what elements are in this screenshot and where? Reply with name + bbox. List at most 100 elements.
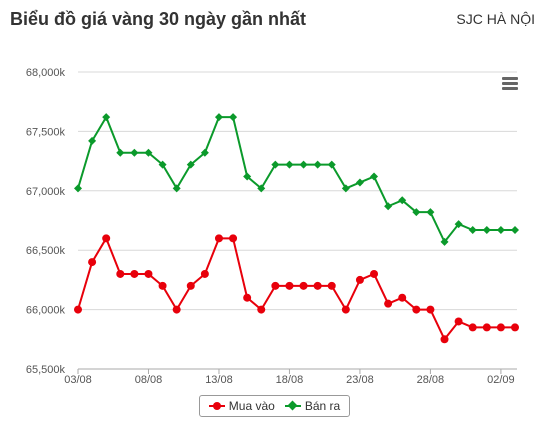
data-point[interactable] (74, 305, 82, 314)
data-point[interactable] (482, 226, 491, 235)
data-point[interactable] (299, 160, 308, 169)
y-tick-label: 65,500k (26, 364, 66, 376)
data-point[interactable] (496, 323, 505, 332)
data-point[interactable] (468, 226, 477, 235)
series-line (77, 116, 515, 243)
legend-label-ban-ra: Bán ra (304, 399, 341, 413)
series-line (77, 237, 515, 341)
legend-swatch-mua-vao (208, 401, 225, 411)
data-point[interactable] (384, 299, 393, 308)
x-tick-label: 23/08 (346, 374, 374, 386)
series-mua-vao (74, 234, 519, 344)
data-point[interactable] (482, 323, 491, 332)
data-point[interactable] (158, 160, 167, 169)
data-point[interactable] (440, 335, 449, 344)
data-point[interactable] (229, 234, 238, 243)
data-point[interactable] (355, 178, 364, 187)
chart-title: Biểu đồ giá vàng 30 ngày gần nhất (10, 9, 307, 29)
axes (77, 368, 517, 374)
chart-legend: Mua vào Bán ra (199, 395, 350, 417)
data-point[interactable] (144, 148, 153, 157)
data-point[interactable] (384, 202, 393, 211)
data-point[interactable] (313, 160, 322, 169)
data-point[interactable] (327, 160, 336, 169)
data-point[interactable] (130, 269, 139, 278)
data-point[interactable] (88, 136, 97, 145)
data-point[interactable] (511, 323, 519, 332)
location-label: SJC HÀ NỘI (456, 11, 535, 27)
data-point[interactable] (299, 281, 308, 290)
series-ban-ra (74, 113, 519, 246)
data-point[interactable] (130, 148, 139, 157)
data-point[interactable] (172, 184, 181, 193)
data-point[interactable] (172, 305, 181, 314)
data-point[interactable] (116, 148, 125, 157)
data-point[interactable] (454, 317, 463, 326)
data-point[interactable] (144, 269, 153, 278)
data-point[interactable] (454, 220, 463, 229)
data-point[interactable] (74, 184, 82, 193)
data-point[interactable] (285, 160, 294, 169)
data-point[interactable] (496, 226, 505, 235)
data-point[interactable] (214, 234, 223, 243)
data-point[interactable] (243, 172, 252, 181)
data-point[interactable] (440, 237, 449, 246)
x-axis-labels: 03/08 08/08 13/08 18/08 23/08 28/08 02/09 (64, 374, 514, 386)
data-point[interactable] (412, 208, 421, 217)
data-point[interactable] (355, 275, 364, 284)
data-point[interactable] (370, 172, 379, 181)
x-tick-label: 13/08 (205, 374, 233, 386)
data-point[interactable] (285, 281, 294, 290)
menu-bar-bottom (502, 87, 518, 90)
data-point[interactable] (426, 208, 435, 217)
data-point[interactable] (243, 293, 252, 302)
data-point[interactable] (341, 184, 350, 193)
data-point[interactable] (102, 113, 111, 122)
data-point[interactable] (186, 281, 195, 290)
data-point[interactable] (200, 269, 209, 278)
y-tick-label: 66,000k (26, 305, 66, 317)
data-point[interactable] (468, 323, 477, 332)
y-axis-labels: 65,500k 66,000k 66,500k 67,000k 67,500k 68,00… (26, 67, 66, 376)
data-point[interactable] (186, 160, 195, 169)
data-point[interactable] (327, 281, 336, 290)
legend-item-ban-ra[interactable]: Bán ra (284, 399, 341, 413)
x-tick-label: 02/09 (487, 374, 515, 386)
grid-lines (78, 71, 517, 370)
data-point[interactable] (271, 281, 280, 290)
data-point[interactable] (313, 281, 322, 290)
x-tick-label: 03/08 (64, 374, 92, 386)
data-point[interactable] (370, 269, 379, 278)
y-tick-label: 67,500k (26, 126, 66, 138)
data-point[interactable] (398, 293, 407, 302)
data-point[interactable] (511, 226, 519, 235)
y-tick-label: 66,500k (26, 245, 66, 257)
y-tick-label: 67,000k (26, 186, 66, 198)
data-point[interactable] (412, 305, 421, 314)
menu-bar-middle (502, 82, 518, 85)
data-point[interactable] (158, 281, 167, 290)
chart-header: Biểu đồ giá vàng 30 ngày gần nhất SJC HÀ… (0, 0, 547, 44)
data-point[interactable] (214, 113, 223, 122)
data-point[interactable] (229, 113, 238, 122)
menu-bar-top (502, 77, 518, 80)
data-point[interactable] (200, 148, 209, 157)
x-tick-label: 18/08 (276, 374, 304, 386)
data-point[interactable] (257, 184, 266, 193)
data-point[interactable] (398, 196, 407, 205)
data-point[interactable] (257, 305, 266, 314)
legend-label-mua-vao: Mua vào (228, 399, 275, 413)
data-point[interactable] (116, 269, 125, 278)
data-point[interactable] (341, 305, 350, 314)
x-tick-label: 08/08 (135, 374, 163, 386)
legend-swatch-ban-ra (284, 400, 301, 411)
series-layer (74, 113, 519, 344)
x-tick-label: 28/08 (417, 374, 445, 386)
hamburger-menu-icon[interactable] (498, 75, 522, 93)
legend-item-mua-vao[interactable]: Mua vào (208, 399, 275, 413)
data-point[interactable] (271, 160, 280, 169)
data-point[interactable] (88, 258, 97, 267)
data-point[interactable] (426, 305, 435, 314)
data-point[interactable] (102, 234, 111, 243)
